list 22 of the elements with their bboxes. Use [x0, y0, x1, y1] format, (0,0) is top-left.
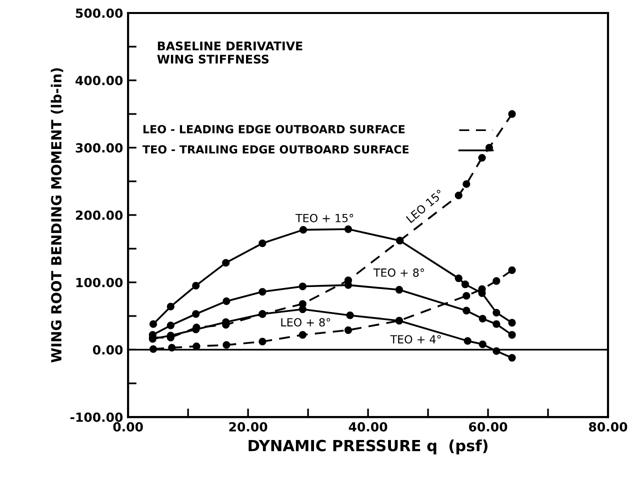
annotation: LEO - LEADING EDGE OUTBOARD SURFACE — [143, 124, 405, 134]
y-tick-label: 500.00 — [76, 8, 123, 18]
y-tick-label: 100.00 — [76, 278, 123, 288]
text: BASELINE DERIVATIVE WING STIFFNESS — [157, 41, 302, 64]
annotation: LEO + 8° — [281, 318, 330, 327]
y-tick-label: 400.00 — [76, 76, 123, 86]
annotation: LEO 15° — [406, 189, 444, 224]
annotation: TEO + 4° — [390, 335, 441, 344]
annotation: TEO + 8° — [373, 268, 424, 277]
x-axis-title: DYNAMIC PRESSURE q (psf) — [248, 440, 488, 454]
y-tick-label: 300.00 — [76, 143, 123, 153]
y-axis-title: WING ROOT BENDING MOMENT (lb-in) — [50, 68, 64, 363]
annotation: TEO - TRAILING EDGE OUTBOARD SURFACE — [142, 145, 409, 154]
y-tick-label: -100.00 — [70, 412, 123, 422]
y-tick-label: 0.00 — [92, 345, 123, 355]
x-tick-label: 60.00 — [469, 422, 508, 432]
annotation: TEO + 15° — [296, 214, 354, 222]
x-tick-label: 80.00 — [589, 422, 628, 432]
x-tick-label: 0.00 — [113, 422, 143, 432]
x-tick-label: 40.00 — [348, 422, 388, 432]
x-tick-label: 20.00 — [229, 422, 268, 432]
y-tick-label: 200.00 — [76, 210, 123, 220]
